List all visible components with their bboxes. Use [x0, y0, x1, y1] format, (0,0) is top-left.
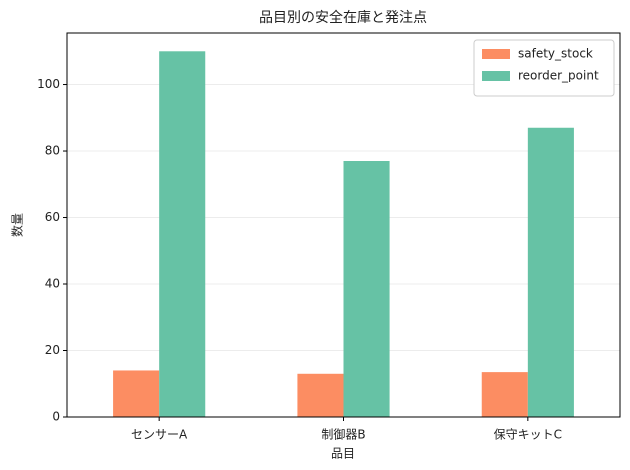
y-tick-label: 20 [45, 343, 60, 357]
y-axis-label: 数量 [10, 213, 25, 237]
legend-swatch [482, 71, 510, 81]
y-tick-label: 0 [52, 410, 60, 424]
legend-label: safety_stock [518, 47, 593, 61]
x-tick-label: 保守キットC [494, 428, 562, 442]
bar [159, 51, 206, 418]
y-tick-label: 40 [45, 277, 60, 291]
chart-title: 品目別の安全在庫と発注点 [259, 9, 427, 26]
y-tick-label: 100 [37, 77, 60, 91]
x-tick-label: 制御器B [321, 427, 365, 442]
y-tick-label: 60 [45, 210, 60, 224]
plot-frame [66, 32, 621, 418]
x-axis-label: 品目 [331, 447, 355, 461]
bar [527, 127, 574, 418]
bar [113, 370, 160, 417]
legend-label: reorder_point [518, 69, 599, 83]
bar [481, 372, 528, 417]
x-tick-label: センサーA [131, 428, 188, 442]
bar [343, 161, 390, 417]
y-tick-label: 80 [45, 144, 60, 158]
legend-swatch [482, 49, 510, 59]
bar [297, 373, 344, 417]
